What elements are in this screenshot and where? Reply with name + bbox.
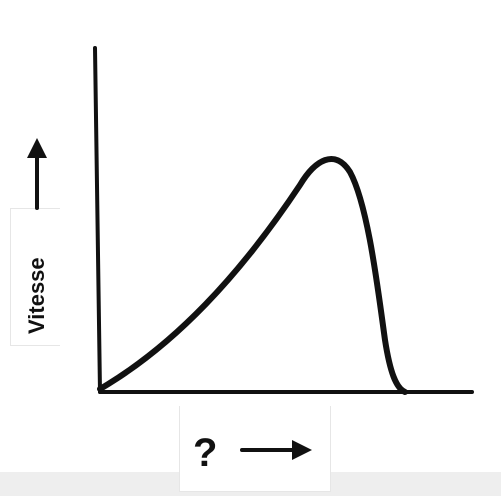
y-axis-line xyxy=(93,46,102,394)
y-axis-label: Vitesse xyxy=(24,257,49,334)
velocity-curve xyxy=(97,156,408,395)
y-axis-label-box xyxy=(10,208,60,346)
up-arrow-icon xyxy=(27,138,47,210)
x-axis-label: ? xyxy=(193,431,217,475)
right-arrow-icon xyxy=(240,440,312,460)
